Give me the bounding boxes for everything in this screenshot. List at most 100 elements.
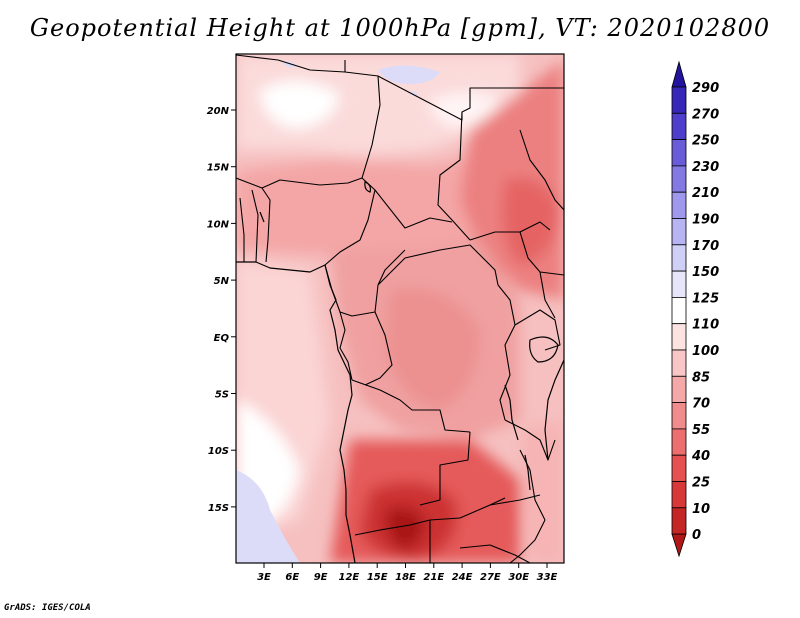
lat-tick-label: 20N [207, 106, 230, 117]
border-zambia-zimbabwe [459, 494, 541, 519]
field-congo [385, 288, 480, 410]
colorbar-label: 55 [692, 423, 710, 438]
border-malawi [519, 449, 546, 521]
colorbar-label: 190 [692, 213, 719, 228]
lat-tick-label: 5S [215, 390, 229, 401]
colorbar-box [671, 375, 687, 403]
border-ghana [239, 197, 245, 262]
colorbar-box [671, 218, 687, 246]
borders [236, 54, 564, 563]
lon-axis: 3E 6E 9E 12E 15E 18E 21E 24E 27E 30E 33E [257, 563, 558, 583]
lat-tick-label: 15S [208, 503, 229, 514]
field-south-deep [385, 506, 425, 550]
colorbar-box [671, 323, 687, 351]
lake-victoria [529, 336, 559, 363]
lat-tick-label: EQ [214, 333, 230, 344]
colorbar-box [671, 428, 687, 456]
border-tanzania [504, 419, 556, 461]
lat-tick-label: 10S [208, 446, 229, 457]
lon-tick-label: 3E [257, 572, 271, 583]
colorbar-label: 290 [692, 81, 719, 96]
lon-tick-label: 6E [285, 572, 299, 583]
border-car-south [377, 244, 499, 286]
height-field [236, 54, 564, 563]
colorbar-label: 170 [692, 239, 719, 254]
coastline-west [236, 261, 356, 563]
border-niger-nigeria [236, 177, 363, 189]
colorbar-box [671, 507, 687, 535]
colorbar-box [671, 112, 687, 141]
border-angola-namibia [354, 517, 461, 536]
field-lavender-n [378, 65, 440, 85]
field-lavender-sw [236, 470, 300, 563]
colorbar-label: 0 [692, 528, 701, 543]
colorbar-label: 70 [692, 397, 710, 412]
lake-volta [259, 211, 265, 223]
field-lavender-nw [283, 62, 296, 68]
colorbar-box [671, 454, 687, 482]
colorbar-box [671, 244, 687, 272]
colorbar-top-arrow [671, 60, 687, 88]
colorbar-label: 100 [692, 344, 719, 359]
colorbar-box [671, 191, 687, 219]
lon-tick-label: 18E [395, 572, 416, 583]
lon-tick-label: 12E [339, 572, 360, 583]
lat-tick-label: 5N [214, 276, 230, 287]
lake-tanganyika [504, 384, 519, 441]
lon-tick-label: 24E [452, 572, 473, 583]
border-egypt-sudan [377, 75, 564, 121]
border-drc-east [497, 284, 516, 421]
border-ss-ethiopia [519, 231, 564, 276]
lake-malawi [524, 454, 531, 491]
lat-tick-label: 10N [207, 219, 230, 230]
colorbar: 0 10 25 40 55 70 85 100 110 125 150 170 190 210 230 250… [671, 60, 719, 558]
coastline-east [544, 359, 564, 461]
lat-axis: 20N 15N 10N 5N EQ 5S 10S 15S [207, 106, 236, 514]
lon-tick-label: 15E [367, 572, 388, 583]
lakes [259, 181, 559, 506]
colorbar-box [671, 86, 687, 114]
lon-tick-label: 30E [508, 572, 529, 583]
field-sahara-white [260, 81, 340, 129]
colorbar-box [671, 165, 687, 193]
border-libya-chad [344, 71, 381, 179]
map-frame [235, 53, 565, 564]
colorbar-label: 40 [691, 449, 710, 464]
colorbar-label: 150 [692, 265, 719, 280]
border-angola-zambia [419, 431, 471, 506]
colorbar-label: 85 [692, 370, 710, 385]
field-ethiopia-core [502, 178, 560, 265]
field-southeast [520, 420, 564, 563]
border-chad-sudan [437, 111, 471, 241]
lon-tick-label: 9E [314, 572, 328, 583]
lat-tick-label: 15N [207, 163, 230, 174]
border-congo-drc [364, 311, 393, 386]
colorbar-label: 210 [692, 186, 719, 201]
field-lavender-ne [410, 91, 418, 97]
lon-tick-label: 21E [423, 572, 444, 583]
border-niger-libya [236, 54, 346, 73]
border-mozambique [509, 519, 546, 563]
colorbar-label: 25 [692, 476, 710, 491]
border-kenya [539, 271, 556, 319]
lon-tick-label: 27E [480, 572, 501, 583]
colorbar-box [671, 349, 687, 377]
page-title: Geopotential Height at 1000hPa [gpm], VT… [29, 14, 771, 42]
colorbar-box [671, 402, 687, 430]
colorbar-box [671, 270, 687, 298]
border-benin [261, 187, 271, 263]
lake-chad [364, 181, 372, 193]
border-rsa-north [459, 544, 531, 563]
lon-tick-label: 33E [537, 572, 558, 583]
grads-credit: GrADS: IGES/COLA [4, 603, 91, 613]
colorbar-label: 10 [692, 502, 710, 517]
border-angola-drc [351, 379, 471, 433]
border-ethiopia [519, 129, 564, 211]
border-uganda [514, 309, 561, 351]
colorbar-box [671, 481, 687, 509]
colorbar-label: 270 [692, 107, 719, 122]
colorbar-label: 110 [692, 318, 719, 333]
colorbar-box [671, 296, 687, 325]
border-congo-gabon [339, 311, 353, 381]
